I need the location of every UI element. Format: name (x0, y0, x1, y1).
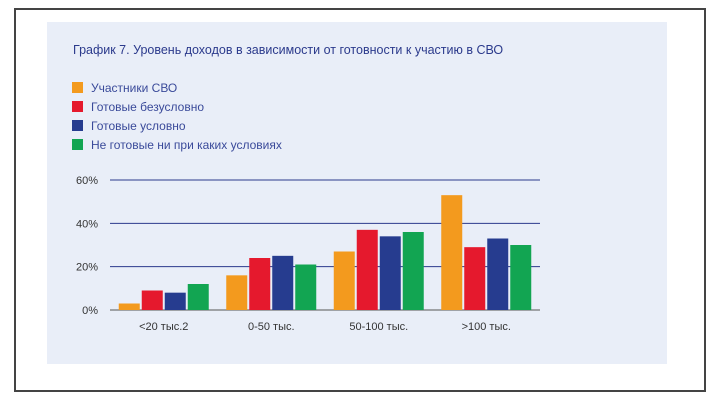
bar (272, 255, 294, 310)
bar (356, 229, 378, 310)
bar (295, 264, 317, 310)
legend-item-ready-unconditionally: Готовые безусловно (72, 97, 282, 116)
bar (402, 232, 424, 310)
bar (187, 284, 209, 310)
chart-legend: Участники СВО Готовые безусловно Готовые… (72, 78, 282, 154)
bar (379, 236, 401, 310)
y-tick-label: 0% (82, 305, 98, 317)
y-tick-label: 40% (76, 218, 98, 230)
legend-item-not-ready: Не готовые ни при каких условиях (72, 135, 282, 154)
legend-swatch (72, 120, 83, 131)
bar (333, 251, 355, 310)
bar (141, 290, 163, 310)
bar (510, 245, 532, 310)
x-tick-label: 50-100 тыс. (349, 321, 408, 333)
legend-item-ready-conditionally: Готовые условно (72, 116, 282, 135)
bar (441, 195, 463, 310)
chart-title: График 7. Уровень доходов в зависимости … (73, 43, 504, 57)
legend-label: Участники СВО (91, 80, 178, 95)
legend-swatch (72, 82, 83, 93)
bar (226, 275, 248, 310)
x-tick-label: >100 тыс. (462, 321, 511, 333)
legend-label: Не готовые ни при каких условиях (91, 137, 282, 152)
bar (249, 258, 271, 310)
bar (118, 303, 140, 310)
legend-swatch (72, 101, 83, 112)
y-tick-label: 60% (76, 175, 98, 187)
legend-item-participants: Участники СВО (72, 78, 282, 97)
y-tick-label: 20% (76, 262, 98, 274)
bar (487, 238, 509, 310)
legend-label: Готовые условно (91, 118, 186, 133)
bar (464, 247, 486, 310)
legend-label: Готовые безусловно (91, 99, 205, 114)
bar (164, 292, 186, 310)
x-tick-label: <20 тыс.2 (139, 321, 188, 333)
legend-swatch (72, 139, 83, 150)
x-tick-label: 0-50 тыс. (248, 321, 295, 333)
